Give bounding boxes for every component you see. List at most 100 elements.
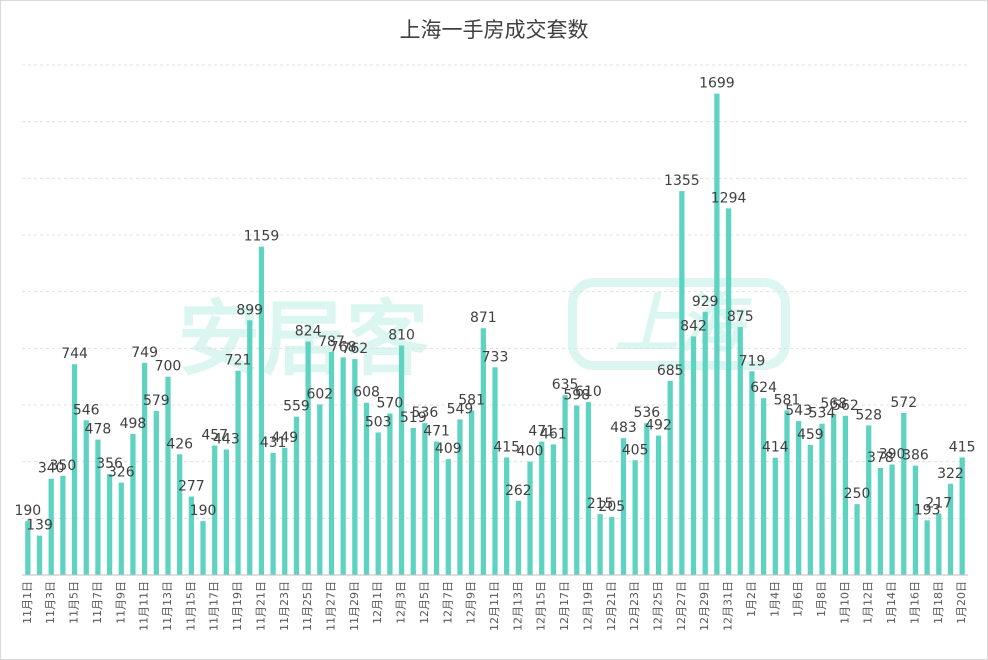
x-tick-label: 11月27日: [324, 581, 337, 631]
bar: [258, 246, 265, 575]
x-tick-label: 11月7日: [91, 581, 104, 624]
bar: [609, 516, 615, 575]
bar: [106, 474, 113, 575]
data-label: 215: [587, 496, 614, 512]
data-label: 536: [412, 405, 439, 421]
bar: [632, 460, 638, 575]
x-tick-label: 11月9日: [114, 581, 127, 624]
bar: [363, 402, 370, 575]
data-label: 572: [890, 395, 917, 411]
x-tick-label: 11月17日: [208, 581, 221, 631]
x-tick-label: 12月19日: [581, 581, 594, 631]
data-label: 762: [341, 341, 368, 357]
data-label: 277: [178, 479, 205, 495]
bar: [760, 398, 767, 575]
bar: [655, 435, 662, 575]
data-label: 700: [155, 359, 182, 375]
data-label: 461: [540, 426, 567, 442]
x-tick-label: 1月8日: [815, 581, 828, 617]
bar: [539, 441, 545, 575]
data-label: 205: [598, 499, 625, 515]
data-label: 1294: [711, 190, 747, 206]
bar: [410, 427, 416, 575]
bar: [515, 500, 521, 575]
data-label: 685: [657, 363, 684, 379]
bar: [947, 483, 954, 575]
bar: [340, 357, 346, 575]
data-label: 457: [201, 428, 228, 444]
data-label: 749: [131, 345, 158, 361]
bar: [480, 328, 486, 575]
data-label: 443: [213, 431, 240, 447]
bar: [749, 371, 755, 575]
bar: [445, 459, 451, 575]
bar: [457, 419, 463, 575]
bar: [620, 438, 627, 575]
bar: [866, 425, 872, 575]
bar: [737, 327, 743, 575]
data-label: 471: [528, 424, 555, 440]
bar: [433, 441, 440, 575]
data-label: 1159: [244, 229, 280, 245]
x-tick-label: 12月23日: [628, 581, 641, 631]
bar: [667, 380, 673, 575]
data-label: 549: [447, 401, 474, 417]
bar: [784, 410, 790, 575]
x-tick-label: 11月5日: [68, 581, 81, 624]
bar: [188, 496, 194, 575]
x-tick-label: 1月2日: [745, 581, 758, 617]
bar: [550, 444, 557, 575]
bar: [831, 414, 837, 575]
bar: [504, 457, 510, 575]
data-label: 824: [295, 324, 322, 340]
value-labels: 1901393403507445464783563264987495797004…: [14, 76, 975, 534]
bar: [293, 416, 300, 575]
data-label: 768: [330, 339, 357, 355]
bar: [223, 449, 230, 575]
bar: [375, 432, 381, 575]
x-tick-label: 12月3日: [395, 581, 408, 624]
data-label: 1699: [699, 76, 735, 92]
x-tick-label: 12月11日: [488, 581, 501, 631]
bar: [469, 410, 475, 575]
x-tick-label: 11月13日: [161, 581, 174, 631]
data-label: 598: [563, 388, 590, 404]
data-label: 810: [388, 328, 415, 344]
bar: [118, 482, 124, 575]
x-tick-label: 12月15日: [535, 581, 548, 631]
bar: [48, 478, 54, 575]
data-label: 1355: [664, 173, 700, 189]
bar: [725, 208, 732, 575]
bar: [60, 475, 66, 575]
bar: [877, 467, 884, 575]
bar: [912, 465, 919, 575]
data-label: 414: [762, 440, 789, 456]
bar: [282, 447, 288, 575]
data-label: 519: [400, 410, 427, 426]
watermark-badge: 上海: [568, 278, 790, 370]
bar: [328, 352, 335, 575]
data-label: 250: [844, 486, 871, 502]
bar: [597, 514, 603, 575]
data-label: 415: [493, 439, 520, 455]
data-label: 340: [38, 461, 65, 477]
data-label: 478: [85, 422, 112, 438]
x-tick-label: 12月27日: [675, 581, 688, 631]
x-tick-label: 12月1日: [371, 581, 384, 624]
data-label: 415: [949, 439, 976, 455]
chart-title: 上海一手房成交套数: [399, 18, 589, 42]
data-label: 503: [365, 414, 392, 430]
data-label: 929: [692, 294, 719, 310]
data-label: 733: [482, 349, 509, 365]
bar: [305, 341, 311, 575]
data-label: 787: [318, 334, 345, 350]
x-tick-label: 12月5日: [418, 581, 431, 624]
bar: [235, 370, 241, 575]
data-label: 899: [236, 302, 263, 318]
data-label: 721: [225, 353, 252, 369]
data-label: 190: [14, 503, 41, 519]
data-label: 528: [855, 407, 882, 423]
data-label: 400: [517, 444, 544, 460]
x-tick-label: 1月12日: [862, 581, 875, 624]
x-tick-label: 11月19日: [231, 581, 244, 631]
